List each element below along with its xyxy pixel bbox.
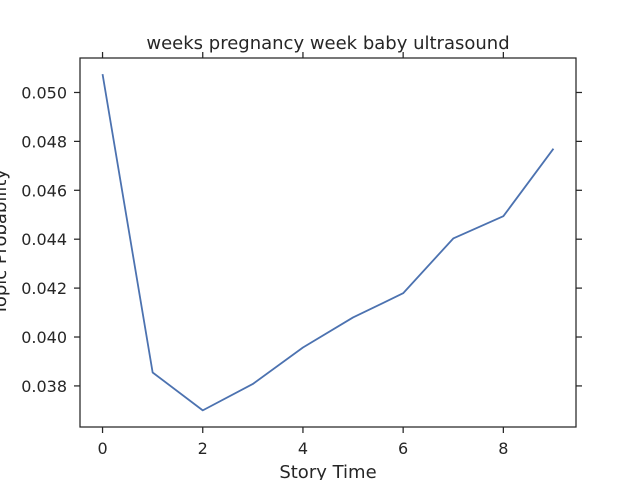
y-tick-label: 0.042 [21,279,67,298]
series-line [101,73,555,412]
x-tick-label: 2 [198,439,208,458]
chart-title: weeks pregnancy week baby ultrasound [146,33,509,54]
y-tick-label: 0.038 [21,377,67,396]
y-tick-label: 0.044 [21,230,67,249]
y-tick-label: 0.050 [21,83,67,102]
x-tick-label: 0 [97,439,107,458]
x-tick-label: 8 [498,439,508,458]
x-tick-label: 6 [398,439,408,458]
y-tick-label: 0.046 [21,181,67,200]
x-tick-label: 4 [298,439,308,458]
x-axis-ticks: 0 2 4 6 8 [97,52,508,458]
plot-frame [79,57,577,428]
y-tick-label: 0.040 [21,328,67,347]
y-tick-label: 0.048 [21,132,67,151]
y-axis-ticks: 0.038 0.040 0.042 0.044 0.046 0.048 0.050 [21,83,582,396]
x-axis-title: Story Time [279,462,376,480]
y-axis-title: Topic Probability [0,169,11,316]
